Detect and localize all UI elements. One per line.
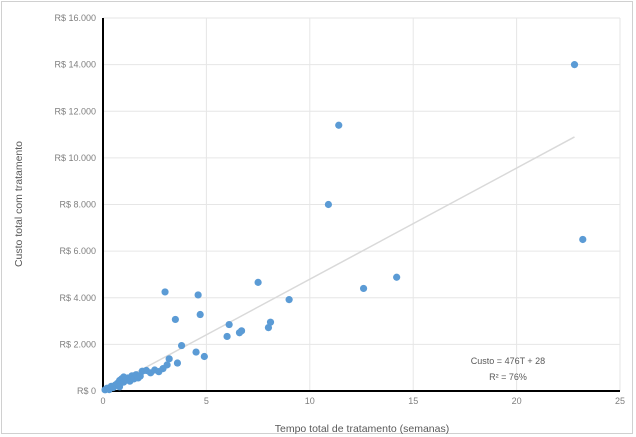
data-points xyxy=(101,61,587,394)
data-point xyxy=(393,273,401,281)
axes xyxy=(102,18,620,392)
y-tick-label: R$ 16.000 xyxy=(54,13,96,23)
x-tick-label: 5 xyxy=(204,396,209,406)
data-point xyxy=(161,288,169,296)
y-tick-label: R$ 0 xyxy=(77,386,96,396)
y-tick-label: R$ 2.000 xyxy=(59,339,96,349)
data-point xyxy=(165,355,173,363)
trendline-group xyxy=(102,136,575,392)
x-tick-label: 15 xyxy=(408,396,418,406)
data-point xyxy=(579,235,587,244)
data-point xyxy=(223,332,231,341)
data-point xyxy=(254,278,262,286)
data-point xyxy=(335,121,343,129)
data-point xyxy=(285,296,293,304)
x-tick-label: 25 xyxy=(615,396,625,406)
data-point xyxy=(324,200,333,209)
data-point xyxy=(163,361,171,369)
y-tick-label: R$ 14.000 xyxy=(54,60,96,70)
x-axis-title: Tempo total de tratamento (semanas) xyxy=(275,423,450,435)
axis-titles: Tempo total de tratamento (semanas) Cust… xyxy=(13,141,449,435)
y-tick-label: R$ 12.000 xyxy=(54,106,96,116)
data-point xyxy=(266,318,275,326)
y-tick-label: R$ 10.000 xyxy=(54,153,96,163)
data-point xyxy=(200,352,208,361)
tick-labels: 0 5 10 15 20 25 R$ 0 R$ 2.000 R$ 4.000 R$ 6.000 R$… xyxy=(54,13,625,406)
y-tick-label: R$ 6.000 xyxy=(59,246,96,256)
data-point xyxy=(192,348,200,356)
data-point xyxy=(173,359,182,367)
data-point xyxy=(115,383,124,391)
x-tick-label: 10 xyxy=(305,396,315,406)
trendline xyxy=(102,136,575,392)
data-point xyxy=(194,291,202,299)
data-point xyxy=(359,284,368,293)
data-point xyxy=(570,61,579,69)
y-tick-label: R$ 4.000 xyxy=(59,293,96,303)
grid-lines xyxy=(103,17,621,391)
trendline-equation: Custo = 476T + 28 xyxy=(471,356,545,366)
data-point xyxy=(177,341,186,350)
data-point xyxy=(196,310,204,319)
x-tick-label: 20 xyxy=(512,396,522,406)
trendline-annotation: Custo = 476T + 28 R² = 76% xyxy=(471,356,545,382)
data-point xyxy=(237,327,246,335)
data-point xyxy=(225,320,233,329)
y-tick-label: R$ 8.000 xyxy=(59,200,96,210)
data-point xyxy=(171,315,179,324)
y-axis-title: Custo total com tratamento xyxy=(13,141,25,267)
x-tick-label: 0 xyxy=(100,396,105,406)
trendline-r2: R² = 76% xyxy=(489,372,527,382)
